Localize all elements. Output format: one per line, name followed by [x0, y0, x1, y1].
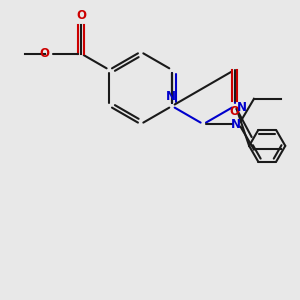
Text: N: N: [166, 91, 176, 103]
Text: N: N: [231, 118, 241, 131]
Text: O: O: [230, 104, 240, 118]
Text: O: O: [76, 8, 86, 22]
Text: O: O: [39, 47, 49, 60]
Text: N: N: [237, 101, 247, 114]
